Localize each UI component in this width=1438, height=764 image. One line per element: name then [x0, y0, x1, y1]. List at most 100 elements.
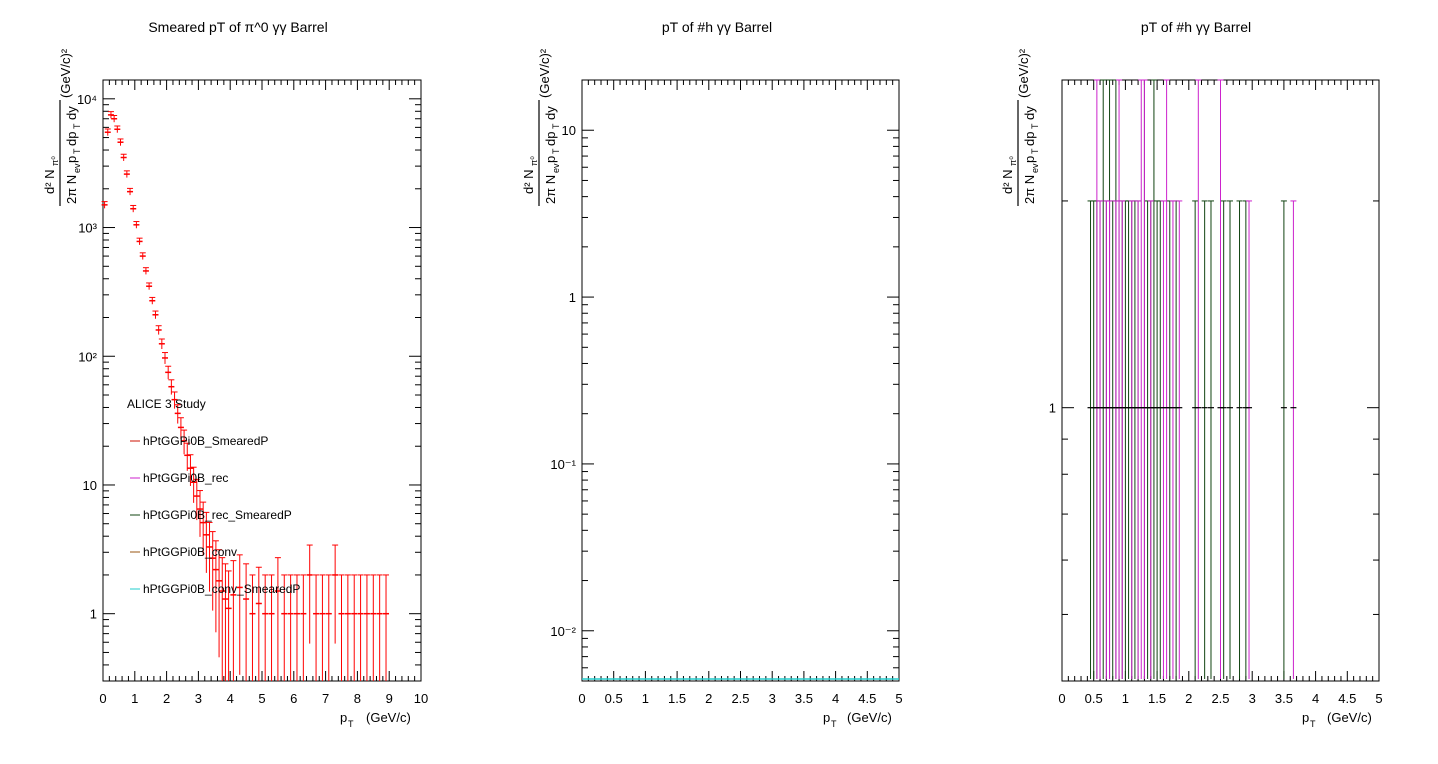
panel-1-annotation: ALICE 3 Study: [127, 397, 206, 411]
panel-3-ylabel: 2π N ev p T dp T dy d² N π⁰ (GeV/c)²: [1000, 48, 1040, 206]
x-tick-label: 4: [227, 691, 234, 706]
x-tick-label: 5: [258, 691, 265, 706]
y-tick-label: 10: [562, 123, 576, 138]
x-tick-label: 2.5: [731, 691, 749, 706]
svg-text:d² N: d² N: [42, 169, 57, 194]
panel-1-ylabel: 2π N ev p T dp T dy d² N π⁰ (GeV/c)²: [42, 48, 82, 206]
x-tick-label: 1.5: [668, 691, 686, 706]
svg-text:dp: dp: [64, 132, 79, 146]
x-tick-label: 0: [578, 691, 585, 706]
x-tick-label: 8: [354, 691, 361, 706]
x-tick-label: 5: [1375, 691, 1382, 706]
x-tick-label: 1: [131, 691, 138, 706]
svg-text:T: T: [1030, 148, 1040, 154]
x-tick-label: 1.5: [1148, 691, 1166, 706]
svg-text:T: T: [551, 148, 561, 154]
svg-text:2π N: 2π N: [543, 175, 558, 204]
svg-text:T: T: [551, 123, 561, 129]
svg-text:dy: dy: [64, 106, 79, 120]
panel-1-legend: ALICE 3 Study hPtGGPi0B_SmearedP hPtGGPi0…: [127, 397, 300, 596]
legend-label: hPtGGPi0B_conv: [143, 545, 237, 559]
x-tick-label: 5: [895, 691, 902, 706]
svg-text:dy: dy: [1022, 106, 1037, 120]
svg-text:p: p: [823, 710, 830, 725]
panel-1: Smeared pT of π^0 γγ Barrel 0 1 2 3 4 5 6 7 8 9 10…: [42, 19, 428, 729]
svg-text:2π N: 2π N: [64, 175, 79, 204]
svg-text:T: T: [72, 148, 82, 154]
y-tick-label: 1: [569, 290, 576, 305]
y-tick-label: 10⁻¹: [550, 457, 576, 472]
svg-text:π⁰: π⁰: [1008, 156, 1018, 166]
panel-3-title: pT of #h γγ Barrel: [1141, 19, 1251, 35]
panel-3: pT of #h γγ Barrel 0 0.5 1 1.5 2 2.5 3 3.5 4 4.5 5…: [1000, 19, 1383, 729]
svg-text:(GeV/c)²: (GeV/c)²: [1016, 48, 1031, 98]
y-tick-label: 10²: [78, 349, 97, 364]
svg-text:d² N: d² N: [521, 169, 536, 194]
legend-label: hPtGGPi0B_rec: [143, 471, 228, 485]
panel-1-title: Smeared pT of π^0 γγ Barrel: [148, 19, 327, 35]
x-tick-label: 3: [769, 691, 776, 706]
svg-text:(GeV/c): (GeV/c): [847, 710, 892, 725]
svg-text:T: T: [1030, 123, 1040, 129]
x-tick-label: 2: [705, 691, 712, 706]
x-tick-label: 3.5: [795, 691, 813, 706]
y-tick-label: 1: [1049, 401, 1056, 416]
svg-text:ev: ev: [1030, 163, 1040, 173]
svg-text:p: p: [1302, 710, 1309, 725]
svg-text:(GeV/c): (GeV/c): [1327, 710, 1372, 725]
y-tick-label: 10³: [78, 221, 97, 236]
svg-text:T: T: [831, 719, 837, 729]
x-tick-label: 4.5: [858, 691, 876, 706]
x-tick-label: 0: [1058, 691, 1065, 706]
x-tick-label: 3.5: [1275, 691, 1293, 706]
svg-text:p: p: [340, 710, 347, 725]
x-tick-label: 4.5: [1338, 691, 1356, 706]
svg-text:ev: ev: [551, 163, 561, 173]
svg-text:T: T: [1310, 719, 1316, 729]
svg-text:d² N: d² N: [1000, 169, 1015, 194]
panel-2-frame: [581, 79, 900, 682]
x-tick-label: 1: [1122, 691, 1129, 706]
y-tick-label: 10⁻²: [550, 624, 576, 639]
svg-text:p: p: [543, 156, 558, 163]
y-tick-label: 1: [90, 607, 97, 622]
svg-text:p: p: [64, 156, 79, 163]
x-tick-label: 2.5: [1211, 691, 1229, 706]
y-tick-label: 10⁴: [77, 92, 97, 107]
svg-text:dp: dp: [543, 132, 558, 146]
x-tick-label: 6: [290, 691, 297, 706]
x-tick-label: 2: [1185, 691, 1192, 706]
x-tick-label: 3: [1249, 691, 1256, 706]
svg-text:(GeV/c)²: (GeV/c)²: [537, 48, 552, 98]
svg-text:π⁰: π⁰: [529, 156, 539, 166]
x-tick-label: 0: [99, 691, 106, 706]
x-tick-label: 1: [642, 691, 649, 706]
svg-text:dy: dy: [543, 106, 558, 120]
legend-label: hPtGGPi0B_SmearedP: [143, 434, 268, 448]
y-tick-label: 10: [83, 478, 97, 493]
x-tick-label: 9: [386, 691, 393, 706]
panel-2-ylabel: 2π N ev p T dp T dy d² N π⁰ (GeV/c)²: [521, 48, 561, 206]
x-tick-label: 2: [163, 691, 170, 706]
svg-text:ev: ev: [72, 163, 82, 173]
svg-text:p: p: [1022, 156, 1037, 163]
svg-text:2π N: 2π N: [1022, 175, 1037, 204]
x-tick-label: 4: [832, 691, 839, 706]
x-tick-label: 4: [1312, 691, 1319, 706]
legend-label: hPtGGPi0B_conv_SmearedP: [143, 582, 300, 596]
svg-text:T: T: [72, 123, 82, 129]
x-tick-label: 7: [322, 691, 329, 706]
svg-text:dp: dp: [1022, 132, 1037, 146]
legend-label: hPtGGPi0B_rec_SmearedP: [143, 508, 292, 522]
panel-2-title: pT of #h γγ Barrel: [662, 19, 772, 35]
x-tick-label: 0.5: [605, 691, 623, 706]
svg-text:(GeV/c)²: (GeV/c)²: [58, 48, 73, 98]
svg-text:π⁰: π⁰: [50, 156, 60, 166]
svg-text:(GeV/c): (GeV/c): [366, 710, 411, 725]
x-tick-label: 0.5: [1085, 691, 1103, 706]
panel-2: pT of #h γγ Barrel 0 0.5 1 1.5 2 2.5 3 3.5 4 4.5 5…: [521, 19, 903, 729]
x-tick-label: 10: [414, 691, 428, 706]
